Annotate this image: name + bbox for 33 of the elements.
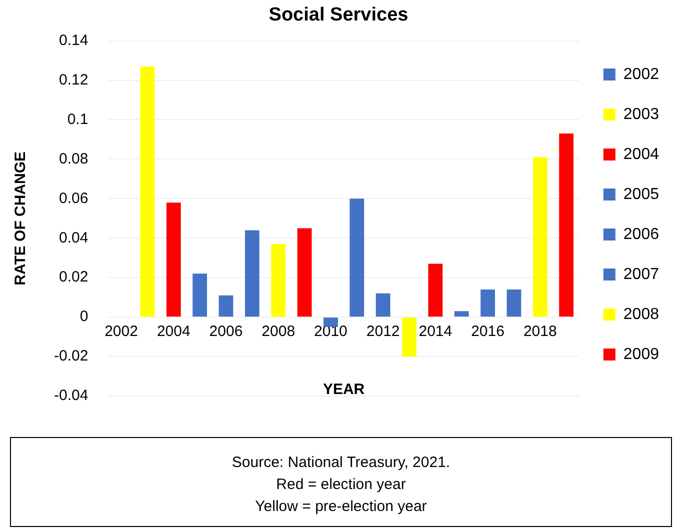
y-tick-label: 0.08	[58, 150, 88, 168]
y-tick-label: 0.06	[58, 190, 88, 207]
legend-label: 2009	[623, 346, 660, 363]
x-axis-title: YEAR	[322, 381, 365, 398]
legend-label: 2003	[623, 106, 660, 123]
x-tick-label: 2018	[523, 323, 557, 340]
y-tick-label: 0.04	[58, 229, 88, 246]
source-note: Source: National Treasury, 2021.	[230, 453, 452, 473]
y-tick-label: 0.14	[58, 32, 88, 49]
y-tick-label: 0.02	[58, 268, 88, 286]
y-tick-label: 0.12	[58, 71, 88, 88]
y-tick-label: 0	[80, 308, 88, 326]
x-tick-label: 2010	[314, 323, 348, 340]
x-tick-label: 2008	[262, 323, 296, 340]
x-tick-label: 2014	[418, 323, 452, 340]
legend-label: 2008	[623, 306, 660, 323]
x-tick-label: 2012	[366, 323, 400, 340]
legend-label: 2004	[623, 146, 660, 163]
x-tick-label: 2004	[156, 323, 190, 340]
y-tick-label: -0.04	[54, 387, 88, 404]
x-tick-label: 2006	[209, 323, 243, 340]
text: Red = election year	[275, 475, 407, 495]
y-tick-label: 0.1	[67, 110, 88, 128]
y-tick-label: -0.02	[54, 348, 88, 365]
legend-label: 2007	[623, 266, 660, 283]
y-axis-title: RATE OF CHANGE	[12, 151, 30, 286]
chart-title: Social Services	[268, 4, 408, 26]
legend-label: 2002	[623, 66, 660, 83]
legend-label: 2005	[623, 186, 660, 203]
text: Yellow = pre-election year	[254, 497, 428, 517]
x-tick-label: 2002	[104, 323, 138, 340]
legend-label: 2006	[623, 226, 660, 243]
x-tick-label: 2016	[471, 323, 504, 340]
